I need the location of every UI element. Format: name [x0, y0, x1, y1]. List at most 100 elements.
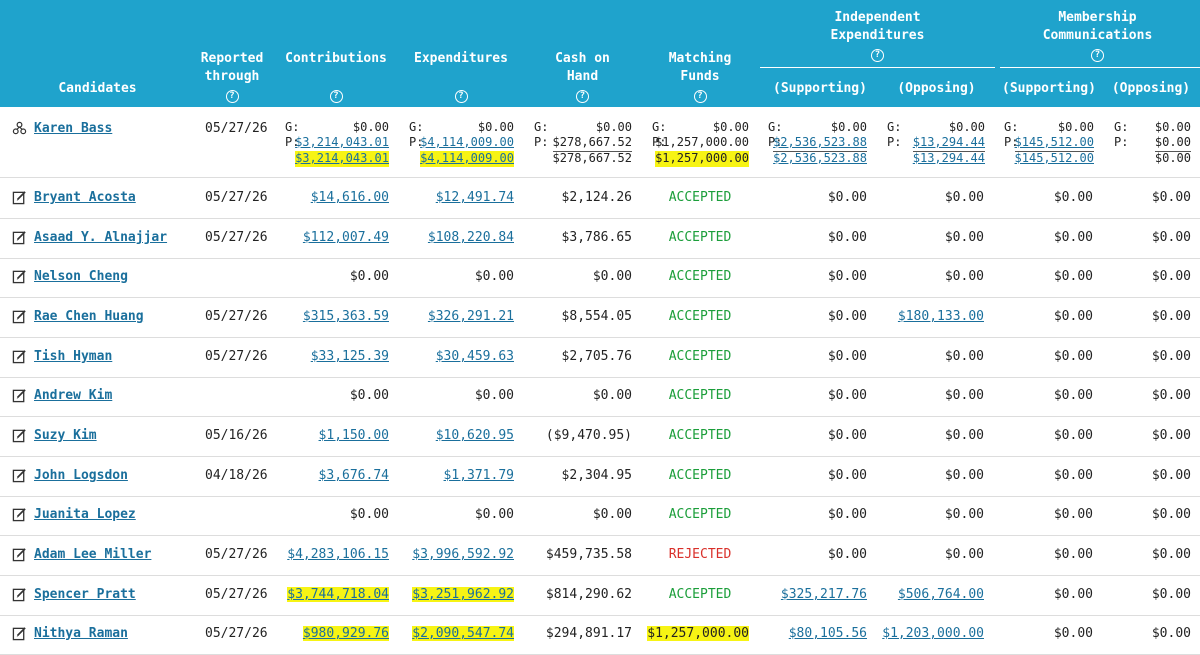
edit-document-icon — [12, 270, 26, 284]
ie-opposing-value[interactable]: $180,133.00 — [897, 309, 984, 324]
mc-supporting-value: $0.00 — [1053, 626, 1093, 641]
help-icon[interactable]: ? — [576, 90, 589, 103]
reported-date: 05/27/26 — [205, 190, 268, 205]
edit-document-icon — [12, 429, 26, 443]
contributions-value[interactable]: $4,283,106.15 — [287, 547, 389, 562]
total-link[interactable]: $13,294.44 — [912, 151, 985, 165]
matching-funds-status: ACCEPTED — [668, 587, 732, 602]
expenditures-value[interactable]: $12,491.74 — [435, 190, 514, 205]
total-link[interactable]: $4,114,009.00 — [420, 151, 514, 167]
expenditures-value[interactable]: $1,371.79 — [443, 468, 514, 483]
ie-supporting-value[interactable]: $325,217.76 — [780, 587, 867, 602]
contributions-value[interactable]: $3,676.74 — [318, 468, 389, 483]
contributions-value: $0.00 — [349, 507, 389, 522]
matching-funds-status: ACCEPTED — [668, 428, 732, 443]
help-icon[interactable]: ? — [225, 90, 239, 103]
candidate-name-link[interactable]: Tish Hyman — [34, 349, 113, 364]
ie-supporting-value[interactable]: $80,105.56 — [788, 626, 867, 641]
expenditures-gp: G: $0.00 P: $4,114,009.00 $4,114,009.00 — [409, 120, 514, 167]
primary-link[interactable]: $2,536,523.88 — [773, 135, 867, 152]
candidate-name-link[interactable]: Bryant Acosta — [34, 190, 136, 205]
cash-on-hand-value: ($9,470.95) — [545, 428, 632, 443]
contributions-value[interactable]: $3,744,718.04 — [287, 587, 389, 602]
contributions-value[interactable]: $315,363.59 — [302, 309, 389, 324]
help-icon[interactable]: ? — [1091, 49, 1104, 62]
ie-supporting-value: $0.00 — [827, 507, 867, 522]
contributions-value[interactable]: $14,616.00 — [310, 190, 389, 205]
candidate-name-link[interactable]: Nithya Raman — [34, 626, 128, 641]
contributions-value[interactable]: $1,150.00 — [318, 428, 389, 443]
cash-on-hand-value: $2,124.26 — [561, 190, 632, 205]
total-link[interactable]: $2,536,523.88 — [773, 151, 867, 165]
mc-supporting-value: $0.00 — [1053, 349, 1093, 364]
candidate-name-link[interactable]: Spencer Pratt — [34, 587, 136, 602]
mc-supporting-value: $0.00 — [1053, 230, 1093, 245]
mc-opposing-value: $0.00 — [1151, 388, 1191, 403]
table-row: Rae Chen Huang 05/27/26 $315,363.59 $326… — [0, 297, 1200, 338]
candidate-name-link[interactable]: Adam Lee Miller — [34, 547, 152, 562]
help-icon[interactable]: ? — [693, 90, 707, 103]
total-link[interactable]: $145,512.00 — [1014, 151, 1094, 165]
primary-link[interactable]: $145,512.00 — [1014, 135, 1094, 152]
cash-on-hand-value: $2,705.76 — [561, 349, 632, 364]
candidate-name-link[interactable]: Karen Bass — [34, 121, 113, 136]
header-mc-supporting: (Supporting) — [1002, 81, 1096, 96]
header-candidates: Candidates — [58, 81, 137, 96]
table-row: Tish Hyman 05/27/26 $33,125.39 $30,459.6… — [0, 337, 1200, 378]
primary-link[interactable]: $13,294.44 — [912, 135, 985, 152]
edit-document-icon — [12, 548, 26, 562]
ie-supporting-value: $0.00 — [827, 547, 867, 562]
expenditures-value[interactable]: $3,251,962.92 — [412, 587, 514, 602]
ie-opposing-value: $0.00 — [944, 507, 984, 522]
mc-supporting-value: $0.00 — [1053, 587, 1093, 602]
candidate-name-link[interactable]: Nelson Cheng — [34, 269, 128, 284]
table-row: Spencer Pratt 05/27/26 $3,744,718.04 $3,… — [0, 575, 1200, 616]
candidate-name-link[interactable]: Andrew Kim — [34, 388, 113, 403]
header-cash-on-hand: Cash on Hand ? — [555, 51, 610, 103]
primary-link[interactable]: $4,114,009.00 — [420, 135, 514, 152]
total-link[interactable]: $3,214,043.01 — [295, 151, 389, 167]
table-row: Nelson Cheng $0.00 $0.00 $0.00 ACCEPTED … — [0, 257, 1200, 298]
candidate-name-link[interactable]: John Logsdon — [34, 468, 128, 483]
cash-on-hand-value: $814,290.62 — [545, 587, 632, 602]
reported-date: 05/27/26 — [205, 547, 268, 562]
ie-opposing-value: $0.00 — [944, 428, 984, 443]
expenditures-value: $0.00 — [474, 507, 514, 522]
ie-opposing-value[interactable]: $506,764.00 — [897, 587, 984, 602]
primary-link[interactable]: $3,214,043.01 — [295, 135, 389, 152]
contributions-value[interactable]: $33,125.39 — [310, 349, 389, 364]
expenditures-value: $0.00 — [474, 269, 514, 284]
ie-opposing-value: $0.00 — [944, 190, 984, 205]
matching-funds-status: ACCEPTED — [668, 468, 732, 483]
ie-opposing-value[interactable]: $1,203,000.00 — [882, 626, 984, 641]
expenditures-value[interactable]: $30,459.63 — [435, 349, 514, 364]
mc-supporting-value: $0.00 — [1053, 468, 1093, 483]
cash-on-hand-value: $3,786.65 — [561, 230, 632, 245]
contributions-value[interactable]: $112,007.49 — [302, 230, 389, 245]
candidate-name-link[interactable]: Suzy Kim — [34, 428, 97, 443]
candidate-name-link[interactable]: Asaad Y. Alnajjar — [34, 230, 168, 245]
candidate-name-link[interactable]: Rae Chen Huang — [34, 309, 144, 324]
help-icon[interactable]: ? — [329, 90, 343, 103]
header-membership-communications: Membership Communications ? — [1042, 10, 1153, 62]
ie-opposing-value: $0.00 — [944, 388, 984, 403]
expenditures-value[interactable]: $10,620.95 — [435, 428, 514, 443]
edit-document-icon — [12, 310, 26, 324]
ie-supporting-value: $0.00 — [827, 468, 867, 483]
help-icon[interactable]: ? — [871, 49, 884, 62]
help-icon[interactable]: ? — [454, 90, 468, 103]
candidate-name-link[interactable]: Juanita Lopez — [34, 507, 136, 522]
table-row: Bryant Acosta 05/27/26 $14,616.00 $12,49… — [0, 178, 1200, 219]
ie-opposing-value: $0.00 — [944, 230, 984, 245]
contributions-value[interactable]: $980,929.76 — [302, 626, 389, 641]
reported-date: 05/27/26 — [205, 626, 268, 641]
table-header: Candidates Reported through ? Contributi… — [0, 0, 1200, 107]
expenditures-value[interactable]: $108,220.84 — [427, 230, 514, 245]
expenditures-value[interactable]: $3,996,592.92 — [412, 547, 514, 562]
mc-opposing-value: $0.00 — [1151, 507, 1191, 522]
cash-on-hand-value: $0.00 — [592, 388, 632, 403]
expenditures-value[interactable]: $326,291.21 — [427, 309, 514, 324]
expenditures-value[interactable]: $2,090,547.74 — [412, 626, 514, 641]
mc-supporting-value: $0.00 — [1053, 428, 1093, 443]
matching-funds-status: ACCEPTED — [668, 349, 732, 364]
